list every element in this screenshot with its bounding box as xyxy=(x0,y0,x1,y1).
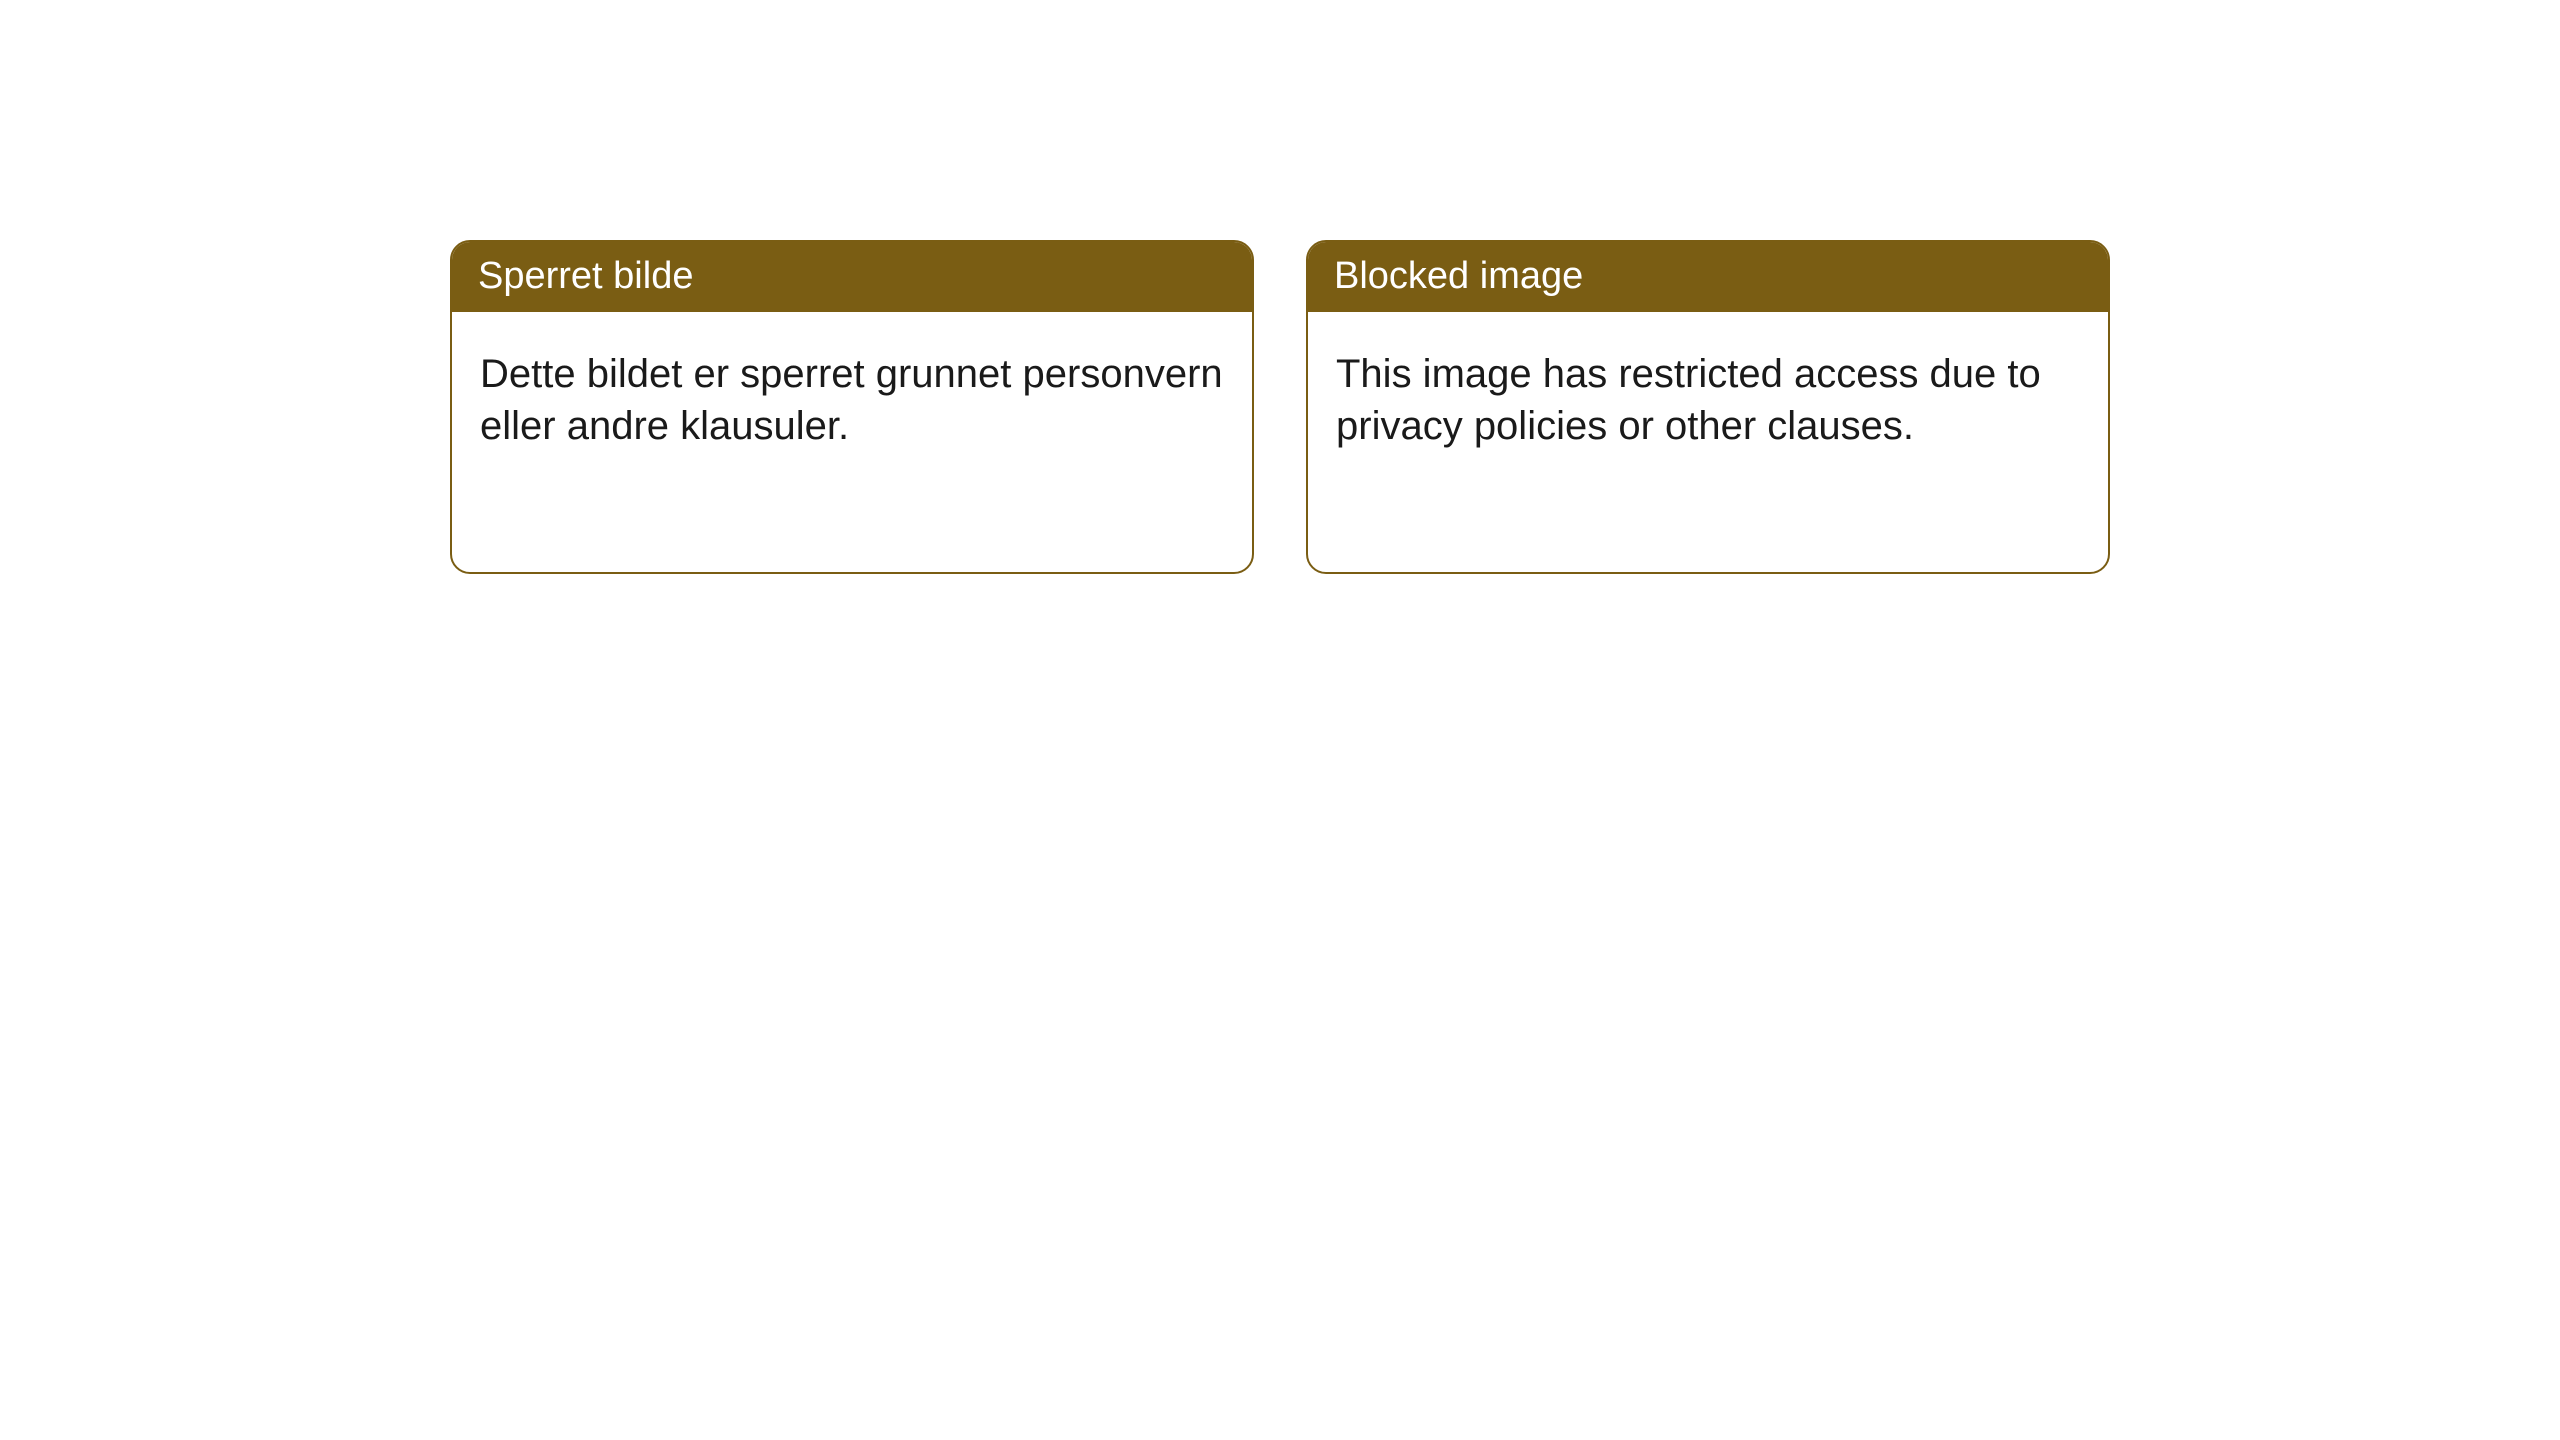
notice-card-title: Blocked image xyxy=(1308,242,2108,312)
notice-card-body: Dette bildet er sperret grunnet personve… xyxy=(452,312,1252,480)
notice-card-english: Blocked image This image has restricted … xyxy=(1306,240,2110,574)
notice-container: Sperret bilde Dette bildet er sperret gr… xyxy=(0,0,2560,574)
notice-card-norwegian: Sperret bilde Dette bildet er sperret gr… xyxy=(450,240,1254,574)
notice-card-body: This image has restricted access due to … xyxy=(1308,312,2108,480)
notice-card-title: Sperret bilde xyxy=(452,242,1252,312)
